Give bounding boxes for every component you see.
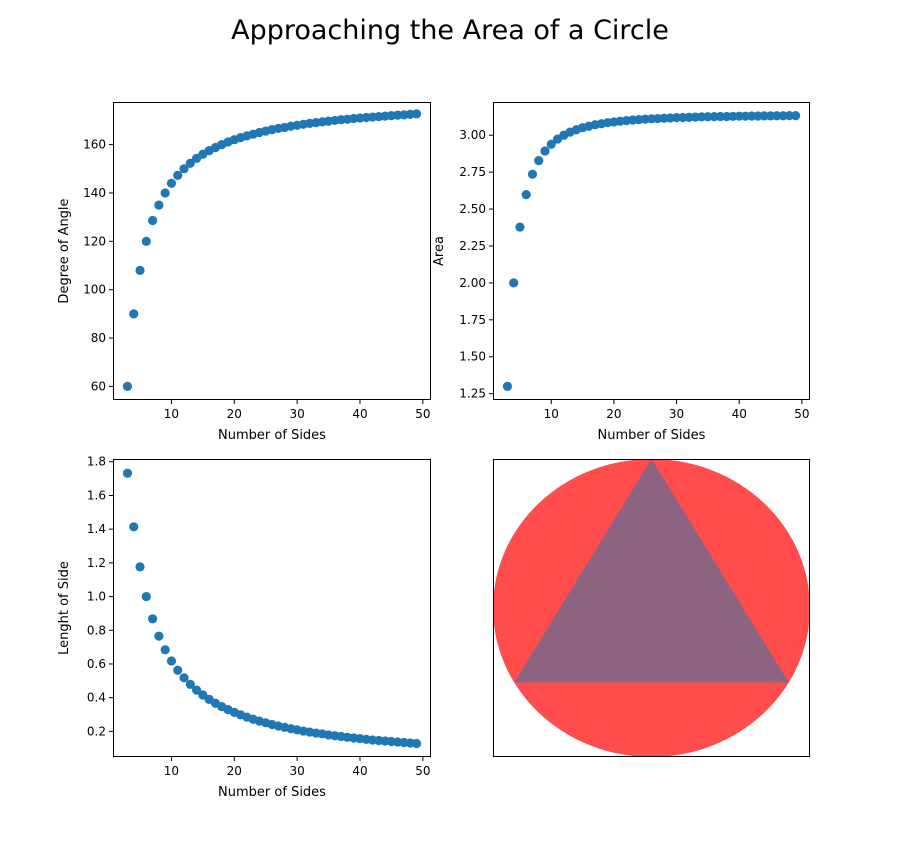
x-tick-label: 10 [164,407,179,421]
angle-point-9 [160,188,170,198]
angle-point-6 [141,236,151,246]
angle-point-11 [173,170,183,180]
area-point-9 [540,146,550,156]
x-tick-label: 40 [732,407,747,421]
side-point-12 [179,673,189,683]
x-tick-label: 50 [794,407,809,421]
side-point-4 [129,522,139,532]
side-point-10 [166,656,177,666]
x-tick-label: 20 [227,407,242,421]
x-tick-label: 50 [415,764,430,778]
x-tick-label: 30 [669,407,684,421]
y-tick-label: 80 [91,331,106,345]
y-axis-label: Lenght of Side [57,561,72,655]
side-point-5 [135,562,145,572]
axes-frame [113,459,431,757]
area-point-5 [515,222,525,232]
angle-point-5 [135,265,145,275]
area-point-49 [790,110,801,121]
side-point-6 [141,591,151,602]
angle-point-13 [185,158,195,168]
y-tick-label: 1.25 [459,387,486,401]
y-tick-label: 2.25 [459,239,486,253]
x-tick-label: 30 [289,407,304,421]
y-tick-label: 2.50 [459,202,486,216]
axes-frame [113,102,431,400]
side-point-7 [147,614,158,624]
x-tick-label: 40 [352,764,367,778]
area-point-3 [502,381,513,392]
area-point-7 [527,169,538,179]
y-tick-label: 2.75 [459,165,486,179]
x-tick-label: 20 [606,407,621,421]
side-point-8 [154,631,164,641]
subplot-2: 10 20 30 40 50 1.25 1.50 1.75 2.00 2.25 2.50 2.75 3.… [432,102,810,443]
y-tick-label: 1.50 [459,350,486,364]
x-tick-label: 10 [164,764,179,778]
x-axis-label: Number of Sides [598,428,706,443]
x-tick-label: 30 [289,764,304,778]
y-tick-label: 0.4 [87,691,106,705]
angle-point-49 [411,109,422,119]
y-tick-label: 0.2 [87,724,106,738]
angle-point-4 [129,309,139,319]
angle-point-12 [179,164,189,174]
side-point-11 [173,665,183,675]
y-tick-label: 3.00 [459,128,486,142]
angle-point-10 [166,178,177,188]
axes-frame [493,102,810,400]
angle-point-3 [122,381,133,392]
y-tick-label: 120 [83,234,106,248]
area-point-4 [509,278,519,288]
y-tick-label: 140 [83,186,106,200]
area-point-8 [534,156,544,166]
inscribed-triangle [514,459,789,683]
y-tick-label: 1.75 [459,313,486,327]
y-tick-label: 1.6 [87,488,106,502]
x-tick-label: 10 [544,407,559,421]
area-point-6 [521,189,531,200]
side-point-3 [122,468,133,478]
x-tick-label: 40 [352,407,367,421]
side-point-49 [411,738,422,749]
x-tick-label: 50 [415,407,430,421]
y-axis-label: Degree of Angle [57,198,72,303]
y-tick-label: 0.8 [87,623,106,637]
y-tick-label: 0.6 [87,657,106,671]
y-tick-label: 100 [83,283,106,297]
angle-point-8 [154,200,164,210]
area-point-10 [546,139,556,149]
y-tick-label: 1.0 [87,590,106,604]
subplot-3: 10 20 30 40 50 0.2 0.4 0.6 0.8 1.0 1.2 1.4 1.6 1.8 Num… [57,455,431,800]
angle-point-7 [147,215,158,226]
subplot-1: 10 20 30 40 50 60 80 100 120 140 160 Number of Side… [57,102,431,443]
side-point-13 [185,679,195,689]
y-axis-label: Area [432,236,447,266]
subplot-4 [493,459,810,757]
side-point-9 [160,645,170,655]
y-tick-label: 2.00 [459,276,486,290]
y-tick-label: 60 [91,379,106,393]
axes-frame [493,459,810,757]
y-tick-label: 1.2 [87,556,106,570]
y-tick-label: 1.8 [87,455,106,469]
y-tick-label: 160 [83,138,106,152]
x-tick-label: 20 [227,764,242,778]
x-axis-label: Number of Sides [218,428,326,443]
subplots: 10 20 30 40 50 60 80 100 120 140 160 Number of Side… [57,102,810,800]
x-axis-label: Number of Sides [218,785,326,800]
side-point-14 [191,685,202,695]
y-tick-label: 1.4 [87,522,106,536]
figure-title: Approaching the Area of a Circle [231,15,669,46]
